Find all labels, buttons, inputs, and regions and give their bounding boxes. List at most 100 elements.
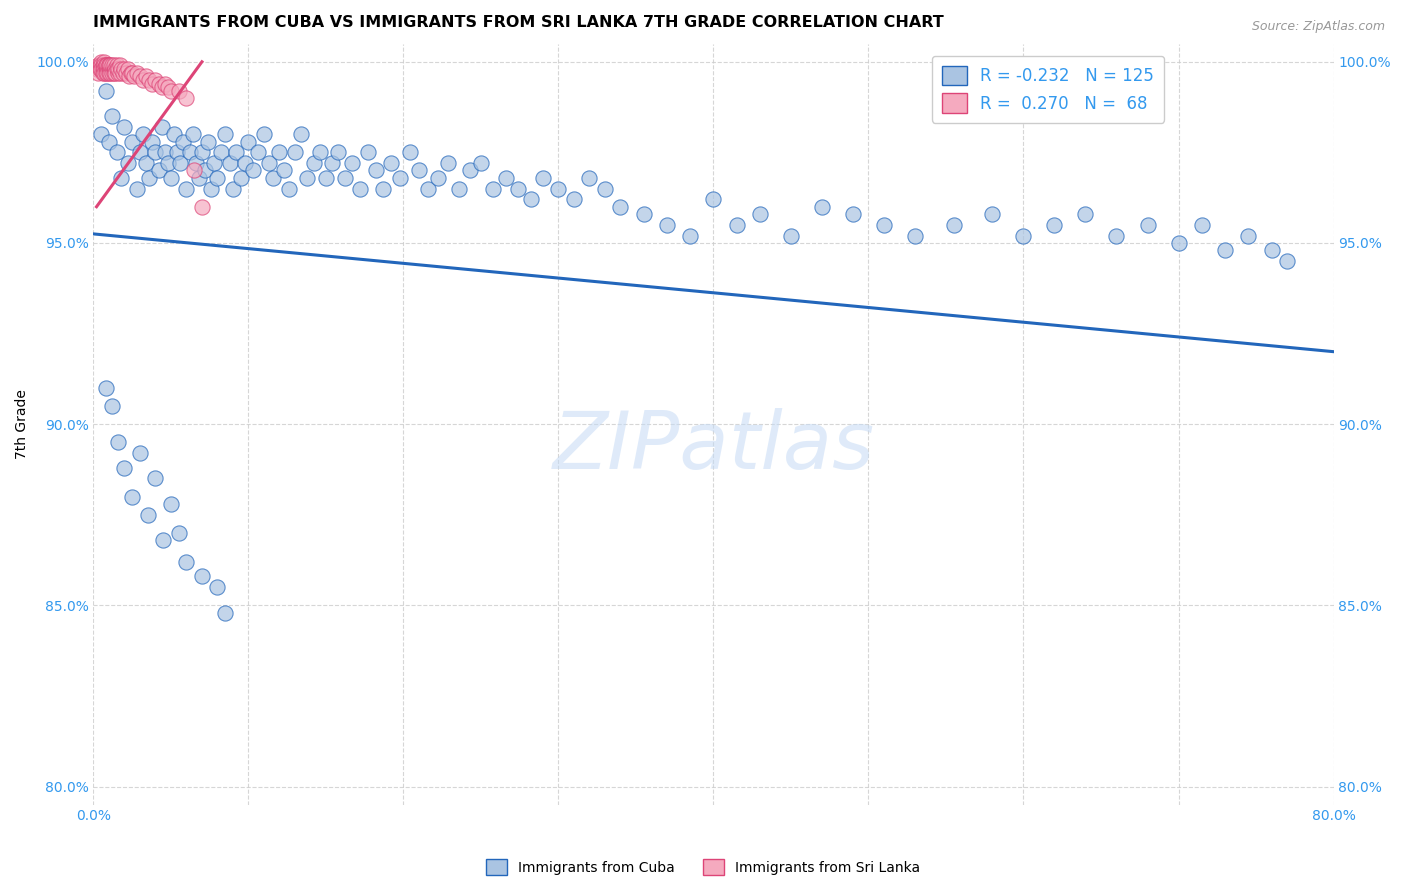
Point [373,181,395,195]
Point [96,58,118,72]
Point [437,156,460,170]
Point [328,145,350,160]
Point [389,170,412,185]
Point [811,200,834,214]
Point [121,490,143,504]
Point [458,163,481,178]
Point [269,145,291,160]
Point [167,84,190,98]
Point [495,170,517,185]
Point [191,200,214,214]
Point [315,170,337,185]
Point [108,65,131,79]
Point [904,228,927,243]
Point [103,62,125,76]
Point [121,135,143,149]
Point [470,156,492,170]
Point [97,62,120,76]
Point [105,58,128,72]
Point [125,181,148,195]
Point [97,65,120,79]
Point [117,156,139,170]
Point [104,62,127,76]
Point [150,120,173,134]
Point [97,135,120,149]
Point [110,62,132,76]
Point [148,163,170,178]
Point [273,163,295,178]
Point [145,145,167,160]
Point [111,65,134,79]
Point [136,508,159,522]
Point [122,70,145,84]
Point [242,163,264,178]
Point [132,73,155,87]
Point [380,156,402,170]
Point [91,62,114,76]
Point [163,128,186,142]
Point [96,62,118,76]
Point [91,65,114,79]
Point [562,193,585,207]
Point [101,62,124,76]
Point [156,156,179,170]
Point [93,54,115,69]
Point [408,163,430,178]
Point [129,70,152,84]
Point [342,156,364,170]
Point [508,181,530,195]
Point [145,471,167,485]
Point [297,170,319,185]
Point [225,145,247,160]
Point [246,145,269,160]
Point [179,145,201,160]
Point [842,207,865,221]
Point [101,399,124,413]
Point [152,533,174,547]
Point [181,128,204,142]
Point [97,58,120,72]
Point [108,58,131,72]
Point [135,156,157,170]
Point [229,170,252,185]
Point [426,170,449,185]
Point [1213,244,1236,258]
Point [138,73,160,87]
Point [101,58,124,72]
Point [609,200,631,214]
Point [262,170,284,185]
Point [209,145,232,160]
Point [749,207,772,221]
Point [593,181,616,195]
Point [114,460,136,475]
Point [1275,254,1298,268]
Point [94,65,117,79]
Point [120,65,142,79]
Text: Source: ZipAtlas.com: Source: ZipAtlas.com [1251,20,1385,33]
Point [233,156,256,170]
Point [302,156,325,170]
Text: ZIPatlas: ZIPatlas [553,408,875,486]
Point [200,181,222,195]
Point [117,62,139,76]
Point [981,207,1004,221]
Point [97,58,120,72]
Point [1043,218,1066,232]
Point [115,65,138,79]
Point [94,58,117,72]
Point [1167,235,1189,250]
Point [94,381,117,395]
Point [357,145,380,160]
Point [176,555,198,569]
Point [118,70,141,84]
Point [153,145,176,160]
Point [1237,228,1260,243]
Point [253,128,276,142]
Point [398,145,420,160]
Point [184,156,207,170]
Legend: Immigrants from Cuba, Immigrants from Sri Lanka: Immigrants from Cuba, Immigrants from Sr… [481,854,925,880]
Point [121,65,143,79]
Point [1105,228,1128,243]
Point [160,497,183,511]
Point [418,181,440,195]
